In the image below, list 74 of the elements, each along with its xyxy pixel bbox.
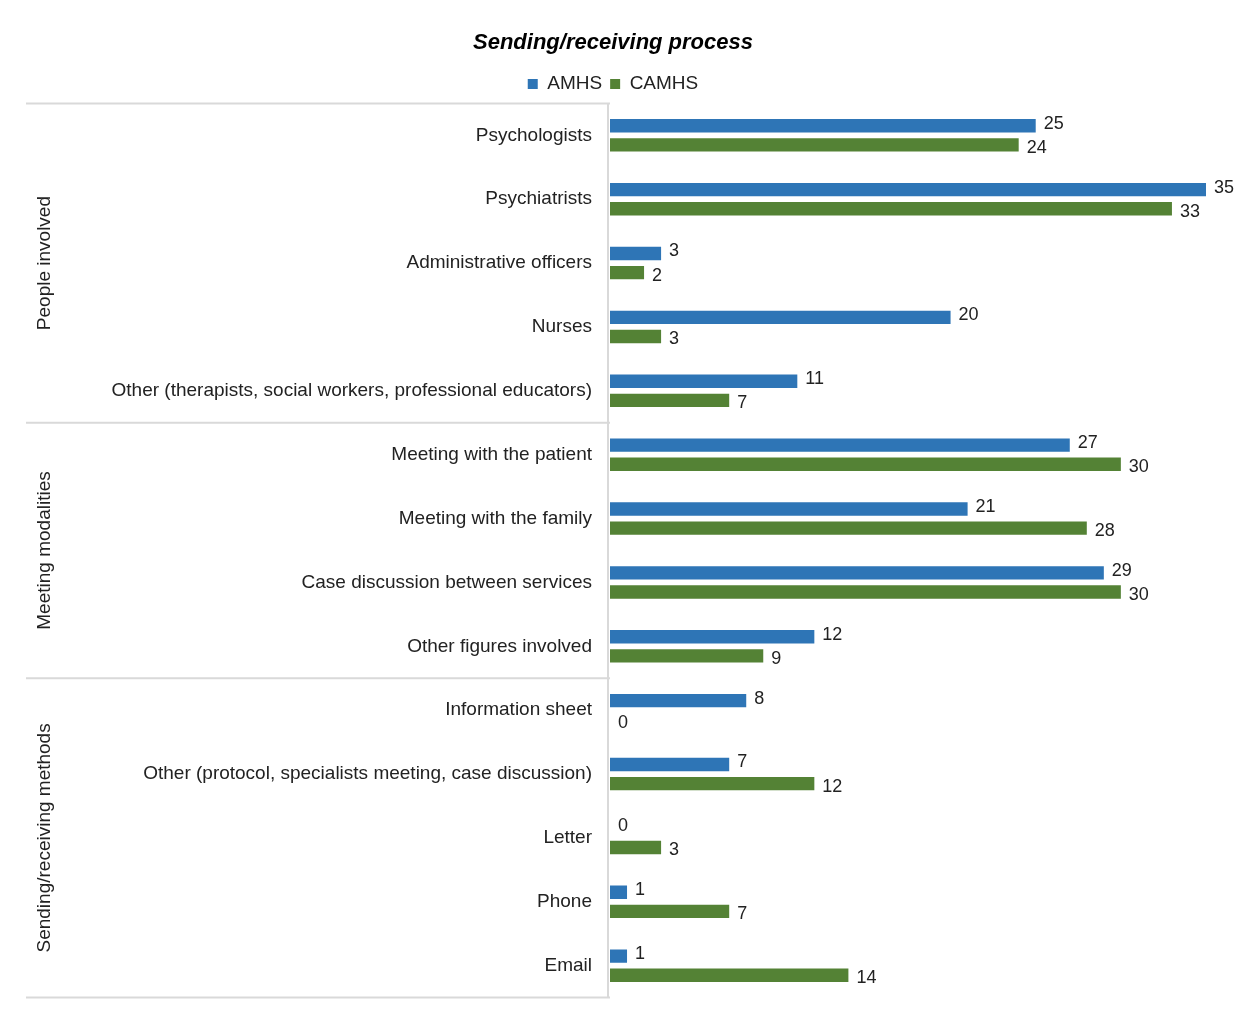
bar xyxy=(610,649,764,663)
data-label: 35 xyxy=(1214,176,1235,197)
y-tick-label: Other (therapists, social workers, professional educators) xyxy=(111,379,592,401)
y-tick-label: Psychiatrists xyxy=(485,187,592,209)
bar xyxy=(610,393,730,408)
bar xyxy=(610,457,1121,471)
data-label: 14 xyxy=(856,967,877,988)
data-label: 8 xyxy=(754,687,765,708)
data-label: 27 xyxy=(1077,432,1098,453)
data-label: 33 xyxy=(1179,200,1200,221)
bar xyxy=(610,949,628,963)
y-tick-label: Information sheet xyxy=(445,698,593,720)
data-label: 2 xyxy=(652,264,663,285)
legend-label: CAMHS xyxy=(629,72,699,94)
data-label: 21 xyxy=(975,495,996,516)
data-label: 12 xyxy=(822,623,843,644)
data-label: 30 xyxy=(1128,583,1149,604)
bar xyxy=(610,968,849,982)
bar xyxy=(610,693,747,708)
y-tick-label: Phone xyxy=(537,890,592,912)
data-label: 3 xyxy=(669,328,680,349)
bar xyxy=(610,521,1087,535)
y-tick-label: Case discussion between services xyxy=(301,570,592,592)
data-label: 20 xyxy=(958,304,979,325)
y-tick-label: Nurses xyxy=(531,315,592,337)
bar xyxy=(610,329,662,344)
data-label: 3 xyxy=(669,839,680,860)
bar xyxy=(610,585,1121,599)
data-label: 29 xyxy=(1111,559,1132,580)
bar xyxy=(610,119,1036,133)
data-label: 9 xyxy=(771,647,782,668)
y-tick-label: Psychologists xyxy=(475,123,592,145)
text: Meeting modalities xyxy=(33,471,55,630)
y-tick-label: Letter xyxy=(543,826,593,848)
y-tick-label: Email xyxy=(544,953,592,975)
data-label: 25 xyxy=(1043,112,1064,133)
data-label: 12 xyxy=(822,775,843,796)
y-tick-label: Meeting with the family xyxy=(398,506,593,528)
legend-label: AMHS xyxy=(547,72,603,94)
bar xyxy=(610,502,968,516)
bar xyxy=(610,840,662,855)
data-label: 28 xyxy=(1094,520,1115,541)
bar xyxy=(610,138,1019,152)
bar xyxy=(610,310,951,325)
data-label: 1 xyxy=(635,879,646,900)
data-label: 24 xyxy=(1026,136,1047,157)
data-label: 7 xyxy=(737,751,748,772)
bar xyxy=(610,757,730,772)
text: People involved xyxy=(33,196,55,331)
y-tick-label: Meeting with the patient xyxy=(391,442,593,464)
data-label: 7 xyxy=(737,903,748,924)
bar xyxy=(610,776,815,791)
data-label: 0 xyxy=(618,815,629,836)
bar xyxy=(610,265,645,280)
bar xyxy=(610,904,730,919)
data-label: 11 xyxy=(805,368,824,389)
chart-title: Sending/receiving process xyxy=(473,29,753,55)
bar xyxy=(610,246,662,261)
data-label: 7 xyxy=(737,392,748,413)
bar xyxy=(610,630,815,644)
data-label: 1 xyxy=(635,943,646,964)
y-tick-label: Administrative officers xyxy=(406,251,592,273)
bar xyxy=(610,202,1172,216)
bar xyxy=(610,182,1206,197)
bar xyxy=(610,374,798,388)
data-label: 0 xyxy=(618,711,629,732)
data-label: 30 xyxy=(1128,456,1149,477)
y-tick-label: Other (protocol, specialists meeting, case discussion) xyxy=(143,762,592,784)
y-tick-label: Other figures involved xyxy=(407,634,592,656)
data-label: 3 xyxy=(669,240,680,261)
bar xyxy=(610,566,1104,580)
bar xyxy=(610,438,1070,452)
text: Sending/receiving methods xyxy=(33,723,55,953)
bar xyxy=(610,885,628,899)
